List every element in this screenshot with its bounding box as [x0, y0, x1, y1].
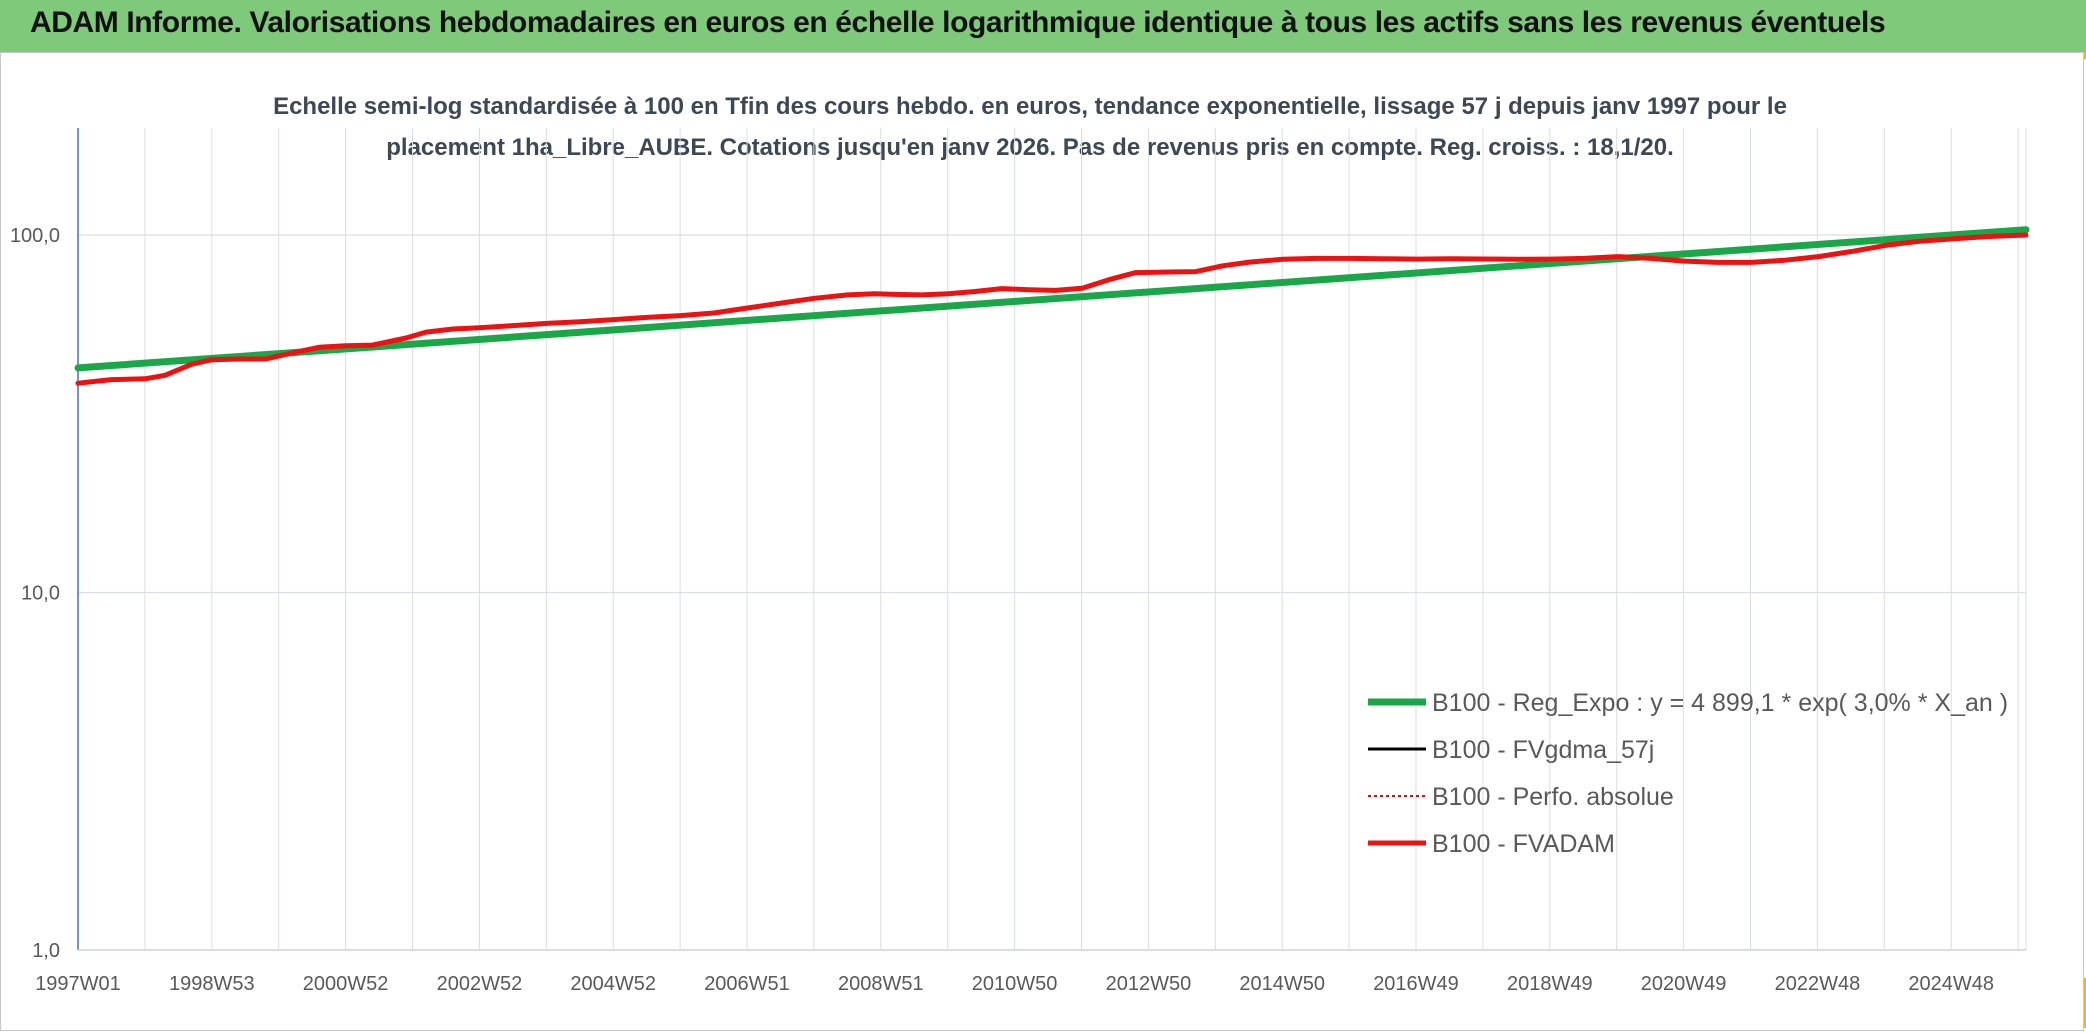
chart-title: Echelle semi-log standardisée à 100 en T…	[273, 93, 1787, 161]
series-reg-expo-line	[74, 226, 2030, 372]
x-tick-label: 2008W51	[838, 973, 924, 995]
legend-label: B100 - Perfo. absolue	[1432, 783, 1674, 811]
y-tick-label: 100,0	[10, 225, 60, 247]
x-tick-label: 2024W48	[1908, 973, 1994, 995]
x-tick-label: 2016W49	[1373, 973, 1459, 995]
header-banner: ADAM Informe. Valorisations hebdomadaire…	[0, 0, 2086, 53]
x-tick-label: 2002W52	[437, 973, 523, 995]
y-tick-label: 10,0	[21, 583, 60, 605]
legend-label: B100 - FVADAM	[1432, 830, 1615, 858]
legend-label: B100 - FVgdma_57j	[1432, 736, 1654, 764]
x-tick-label: 2012W50	[1106, 973, 1192, 995]
x-tick-label: 2018W49	[1507, 973, 1593, 995]
y-tick-label: 1,0	[32, 940, 60, 962]
x-tick-label: 2006W51	[704, 973, 790, 995]
x-tick-label: 2000W52	[303, 973, 389, 995]
series-fvadam-line	[75, 232, 2029, 386]
x-tick-label: 2022W48	[1775, 973, 1861, 995]
x-tick-label: 1997W01	[35, 973, 121, 995]
page-title: ADAM Informe. Valorisations hebdomadaire…	[30, 6, 1886, 39]
x-tick-label: 2014W50	[1239, 973, 1325, 995]
chart-area	[0, 52, 2084, 1031]
x-tick-label: 2010W50	[972, 973, 1058, 995]
legend-label: B100 - Reg_Expo : y = 4 899,1 * exp( 3,0…	[1432, 689, 2008, 717]
x-tick-label: 2020W49	[1641, 973, 1727, 995]
x-tick-label: 2004W52	[570, 973, 656, 995]
x-tick-label: 1998W53	[169, 973, 255, 995]
